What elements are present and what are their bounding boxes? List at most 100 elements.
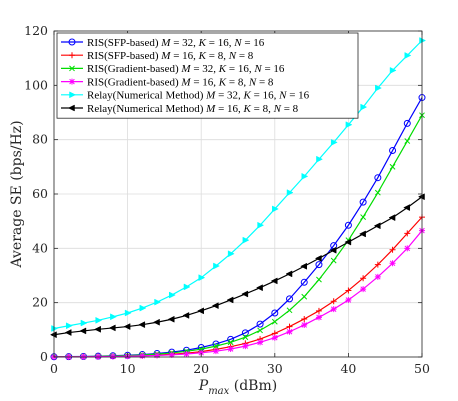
data-point bbox=[95, 316, 103, 324]
legend-method: Relay(Numerical Method) bbox=[87, 103, 206, 115]
data-point bbox=[285, 270, 293, 278]
legend-param-part: = 16, bbox=[170, 50, 198, 62]
legend-method: RIS(SFP-based) bbox=[87, 50, 161, 62]
legend-param-part: M bbox=[205, 90, 216, 102]
legend-param-part: = 16, bbox=[215, 103, 243, 115]
legend-param-part: = 8 bbox=[281, 103, 299, 115]
legend-label: RIS(Gradient-based) M = 32, K = 16, N = … bbox=[87, 63, 285, 75]
data-point bbox=[211, 302, 219, 310]
data-point bbox=[241, 290, 249, 298]
series-layer bbox=[49, 37, 427, 361]
legend-param-part: M bbox=[160, 37, 171, 49]
data-point bbox=[138, 321, 146, 329]
data-point bbox=[110, 313, 117, 321]
data-point bbox=[169, 291, 176, 299]
legend-param-part: K bbox=[218, 76, 227, 88]
data-point bbox=[139, 304, 147, 312]
data-point bbox=[345, 287, 352, 294]
data-point bbox=[389, 260, 396, 267]
data-point bbox=[257, 327, 263, 334]
data-point bbox=[301, 293, 308, 300]
legend-param-part: = 8, bbox=[226, 76, 249, 88]
legend-param-part: K bbox=[218, 63, 227, 75]
data-point bbox=[270, 277, 278, 285]
legend-label: Relay(Numerical Method) M = 16, K = 8, N… bbox=[87, 103, 299, 115]
legend-label: Relay(Numerical Method) M = 32, K = 16, … bbox=[87, 90, 310, 102]
data-point bbox=[374, 174, 382, 182]
data-point bbox=[373, 222, 381, 230]
data-point bbox=[213, 262, 220, 270]
data-point bbox=[403, 119, 411, 127]
data-point bbox=[315, 307, 322, 314]
data-point bbox=[345, 296, 352, 303]
data-point bbox=[198, 274, 206, 282]
legend-param-part: N bbox=[273, 103, 282, 115]
data-point bbox=[257, 221, 265, 229]
legend-swatch-marker bbox=[69, 65, 75, 72]
legend-param-part: = 8, bbox=[251, 103, 274, 115]
data-point bbox=[389, 163, 396, 170]
data-point bbox=[360, 214, 367, 220]
legend-param-part: N bbox=[228, 50, 237, 62]
data-point bbox=[404, 230, 411, 237]
data-point bbox=[300, 278, 308, 286]
data-point bbox=[388, 214, 396, 222]
data-point bbox=[242, 343, 249, 350]
legend-method: RIS(Gradient-based) bbox=[87, 63, 181, 75]
legend-item: Relay(Numerical Method) M = 32, K = 16, … bbox=[61, 90, 310, 102]
data-point bbox=[286, 307, 293, 314]
data-point bbox=[124, 309, 132, 317]
y-tick-label: 80 bbox=[32, 132, 48, 147]
data-point bbox=[272, 205, 279, 213]
y-tick-label: 120 bbox=[24, 23, 48, 38]
legend-param-part: M bbox=[205, 103, 216, 115]
data-point bbox=[330, 306, 337, 313]
data-point bbox=[154, 352, 161, 359]
legend-swatch-marker bbox=[69, 78, 75, 85]
data-point bbox=[330, 298, 337, 305]
data-point bbox=[271, 334, 278, 341]
data-point bbox=[344, 221, 352, 229]
data-point bbox=[316, 276, 322, 283]
data-point bbox=[227, 345, 234, 352]
data-point bbox=[374, 189, 381, 196]
data-point bbox=[227, 339, 234, 346]
data-point bbox=[330, 257, 337, 264]
data-point bbox=[330, 138, 338, 146]
y-tick-label: 40 bbox=[32, 240, 48, 255]
legend-swatch-marker bbox=[69, 91, 77, 99]
data-point bbox=[94, 325, 101, 333]
x-tick-label: 10 bbox=[120, 361, 136, 376]
data-point bbox=[183, 283, 191, 291]
data-point bbox=[197, 307, 204, 315]
data-point bbox=[256, 284, 263, 292]
legend-label: RIS(SFP-based) M = 32, K = 16, N = 16 bbox=[87, 37, 265, 49]
x-tick-label: 30 bbox=[267, 361, 283, 376]
legend-item: RIS(SFP-based) M = 16, K = 8, N = 8 bbox=[61, 50, 254, 62]
data-point bbox=[182, 312, 190, 319]
data-point bbox=[314, 254, 322, 262]
data-point bbox=[167, 315, 175, 323]
legend-param-part: = 32, bbox=[215, 90, 243, 102]
legend-method: RIS(SFP-based) bbox=[87, 37, 161, 49]
data-point bbox=[271, 309, 279, 317]
y-tick-label: 60 bbox=[32, 186, 48, 201]
y-tick-label: 0 bbox=[40, 349, 48, 364]
data-point bbox=[64, 329, 72, 336]
ticks: 0 10 20 30 40 50 0 20 40 60 80 100 120 bbox=[24, 23, 430, 376]
legend-label: RIS(Gradient-based) M = 16, K = 8, N = 8 bbox=[87, 76, 274, 88]
legend-method: RIS(Gradient-based) bbox=[87, 76, 181, 88]
data-point bbox=[389, 246, 396, 253]
legend-item: RIS(SFP-based) M = 32, K = 16, N = 16 bbox=[61, 37, 265, 49]
data-point bbox=[301, 315, 308, 322]
series-5 bbox=[51, 37, 427, 332]
data-point bbox=[389, 147, 397, 155]
legend-param-part: K bbox=[198, 50, 207, 62]
legend-param-part: = 16, bbox=[206, 37, 234, 49]
x-axis-title: Pmax (dBm) bbox=[198, 378, 277, 397]
data-point bbox=[344, 238, 352, 246]
data-point bbox=[359, 230, 366, 238]
legend-param-part: = 32, bbox=[170, 37, 198, 49]
legend-swatch-marker bbox=[69, 52, 75, 59]
